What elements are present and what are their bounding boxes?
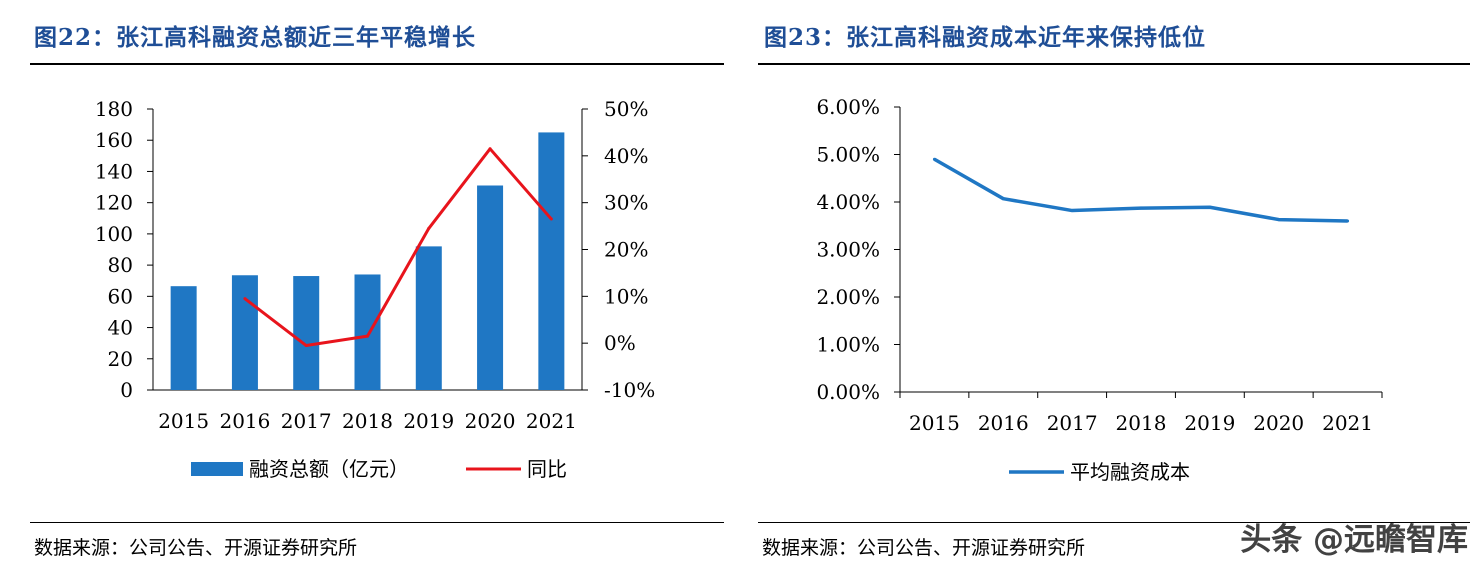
left-chart-panel: 图22：张江高科融资总额近三年平稳增长 0 20 40 60 80 100 120 140 16… [30, 24, 724, 559]
y-tick-label: 3.00% [816, 238, 880, 262]
y-tick-label: 5.00% [816, 143, 880, 167]
avg-cost-line [933, 157, 1348, 223]
x-tick-label: 2020 [465, 409, 516, 433]
yoy-growth-point [243, 297, 247, 301]
x-tick-label: 2020 [1253, 411, 1304, 435]
avg-cost-point [1139, 206, 1143, 210]
bar-financing-total [354, 274, 381, 390]
x-tick-label: 2018 [342, 409, 393, 433]
y-tick-label: 6.00% [816, 95, 880, 119]
yoy-growth-line [244, 147, 553, 348]
yoy-growth-point [549, 217, 553, 221]
x-tick-label: 2019 [403, 409, 454, 433]
left-y-tick-label: 20 [108, 347, 133, 371]
bar-financing-total [477, 185, 504, 390]
bar-financing-total [415, 246, 442, 390]
left-y-tick-label: 120 [95, 191, 133, 215]
y-tick-label: 0.00% [816, 380, 880, 404]
x-tick-label: 2017 [281, 409, 332, 433]
right-chart-panel: 图23：张江高科融资成本近年来保持低位 0.00% 1.00% 2.00% 3.00%… [742, 0, 1484, 572]
avg-cost-point [1070, 209, 1074, 213]
right-bottom-rule [758, 522, 1470, 523]
avg-cost-point [1277, 218, 1281, 222]
yoy-growth-point [488, 147, 492, 151]
right-y-tick-label: 50% [604, 97, 648, 121]
left-top-rule [30, 63, 724, 65]
y-tick-label: 1.00% [816, 333, 880, 357]
legend-bar-swatch [191, 462, 243, 476]
left-y-tick-label: 60 [108, 284, 133, 308]
y-tick-label: 2.00% [816, 285, 880, 309]
legend-line-label: 平均融资成本 [1070, 460, 1190, 484]
left-chart-title: 图22：张江高科融资总额近三年平稳增长 [34, 24, 477, 51]
left-y-tick-label: 180 [95, 97, 133, 121]
yoy-growth-point [304, 344, 308, 348]
right-y-tick-label: 20% [604, 238, 648, 262]
x-tick-label: 2018 [1116, 411, 1167, 435]
left-y-tick-label: 0 [120, 378, 133, 402]
x-tick-label: 2019 [1184, 411, 1235, 435]
x-tick-label: 2015 [158, 409, 209, 433]
left-source-note: 数据来源：公司公告、开源证券研究所 [34, 537, 358, 559]
avg-cost-point [1346, 219, 1350, 223]
right-top-rule [758, 63, 1470, 65]
right-y-tick-label: 10% [604, 284, 648, 308]
bar-financing-total [293, 276, 320, 390]
financing-total-chart: 0 20 40 60 80 100 120 140 160 180 -10% 0% 10% 20% 30% 4… [95, 97, 655, 481]
left-y-tick-label: 40 [108, 316, 133, 340]
bar-financing-total [170, 286, 197, 390]
right-y-tick-label: 40% [604, 144, 648, 168]
left-y-tick-label: 160 [95, 128, 133, 152]
x-tick-label: 2016 [978, 411, 1029, 435]
x-tick-label: 2021 [526, 409, 577, 433]
right-y-tick-label: 30% [604, 191, 648, 215]
yoy-growth-point [366, 334, 369, 338]
x-tick-label: 2017 [1047, 411, 1098, 435]
left-y-tick-label: 140 [95, 159, 133, 183]
avg-cost-point [932, 157, 936, 161]
avg-cost-point [1001, 197, 1005, 201]
y-tick-label: 4.00% [816, 190, 880, 214]
x-tick-label: 2015 [909, 411, 960, 435]
bar-financing-total [231, 275, 258, 390]
right-chart-title: 图23：张江高科融资成本近年来保持低位 [764, 24, 1207, 51]
bar-financing-total [538, 132, 565, 390]
legend-bar-label: 融资总额（亿元） [249, 457, 409, 481]
watermark-text: 头条 @远瞻智库 [1240, 522, 1468, 558]
x-tick-label: 2021 [1322, 411, 1373, 435]
right-y-tick-label: 0% [604, 331, 636, 355]
right-y-tick-label: -10% [604, 378, 655, 402]
right-source-note: 数据来源：公司公告、开源证券研究所 [762, 537, 1086, 559]
financing-cost-chart: 0.00% 1.00% 2.00% 3.00% 4.00% 5.00% 6.00% 2015 2… [816, 95, 1383, 484]
avg-cost-point [1208, 205, 1212, 209]
left-bottom-rule [30, 522, 724, 523]
left-y-tick-label: 100 [95, 222, 133, 246]
x-tick-label: 2016 [219, 409, 270, 433]
left-y-tick-label: 80 [108, 253, 133, 277]
yoy-growth-point [427, 226, 431, 230]
legend-line-label: 同比 [527, 457, 567, 481]
